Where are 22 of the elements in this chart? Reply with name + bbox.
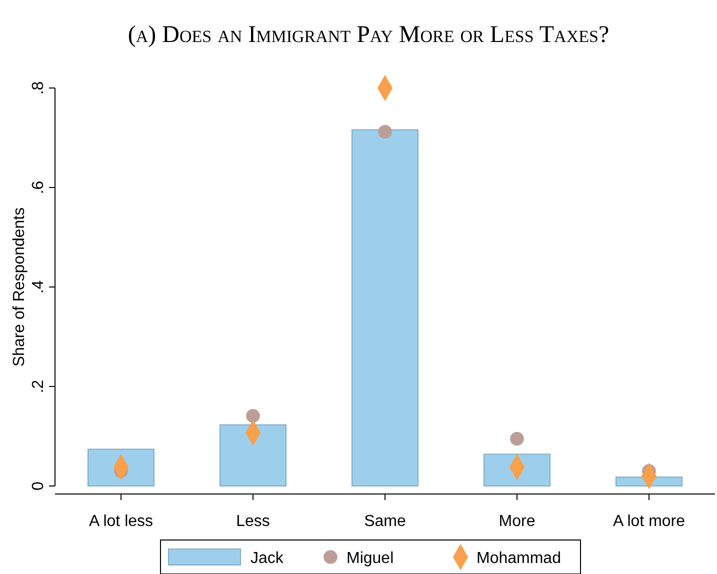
point (378, 124, 392, 139)
legend-label: Mohammad (476, 550, 561, 567)
x-tick-label: More (498, 513, 536, 530)
x-tick-label: A lot more (612, 513, 686, 530)
y-tick-label: .6 (30, 180, 47, 194)
point (246, 408, 260, 423)
point (510, 432, 524, 446)
y-tick-label: .4 (30, 280, 47, 294)
x-tick-label: Less (236, 513, 270, 530)
y-tick-label: .2 (30, 380, 47, 394)
legend-label: Jack (250, 550, 284, 567)
bar (88, 448, 154, 486)
x-tick-label: A lot less (88, 513, 154, 530)
legend-label: Miguel (346, 550, 394, 567)
x-tick-label: Same (364, 513, 406, 530)
y-tick-label: 0 (30, 481, 47, 490)
y-axis-title: Share of Respondents (11, 207, 28, 367)
bar (220, 424, 286, 486)
bar (484, 454, 550, 486)
chart-title: (a) Does an Immigrant Pay More or Less Taxes? (128, 22, 610, 48)
bar (352, 129, 418, 486)
y-tick-label: .8 (30, 81, 47, 95)
